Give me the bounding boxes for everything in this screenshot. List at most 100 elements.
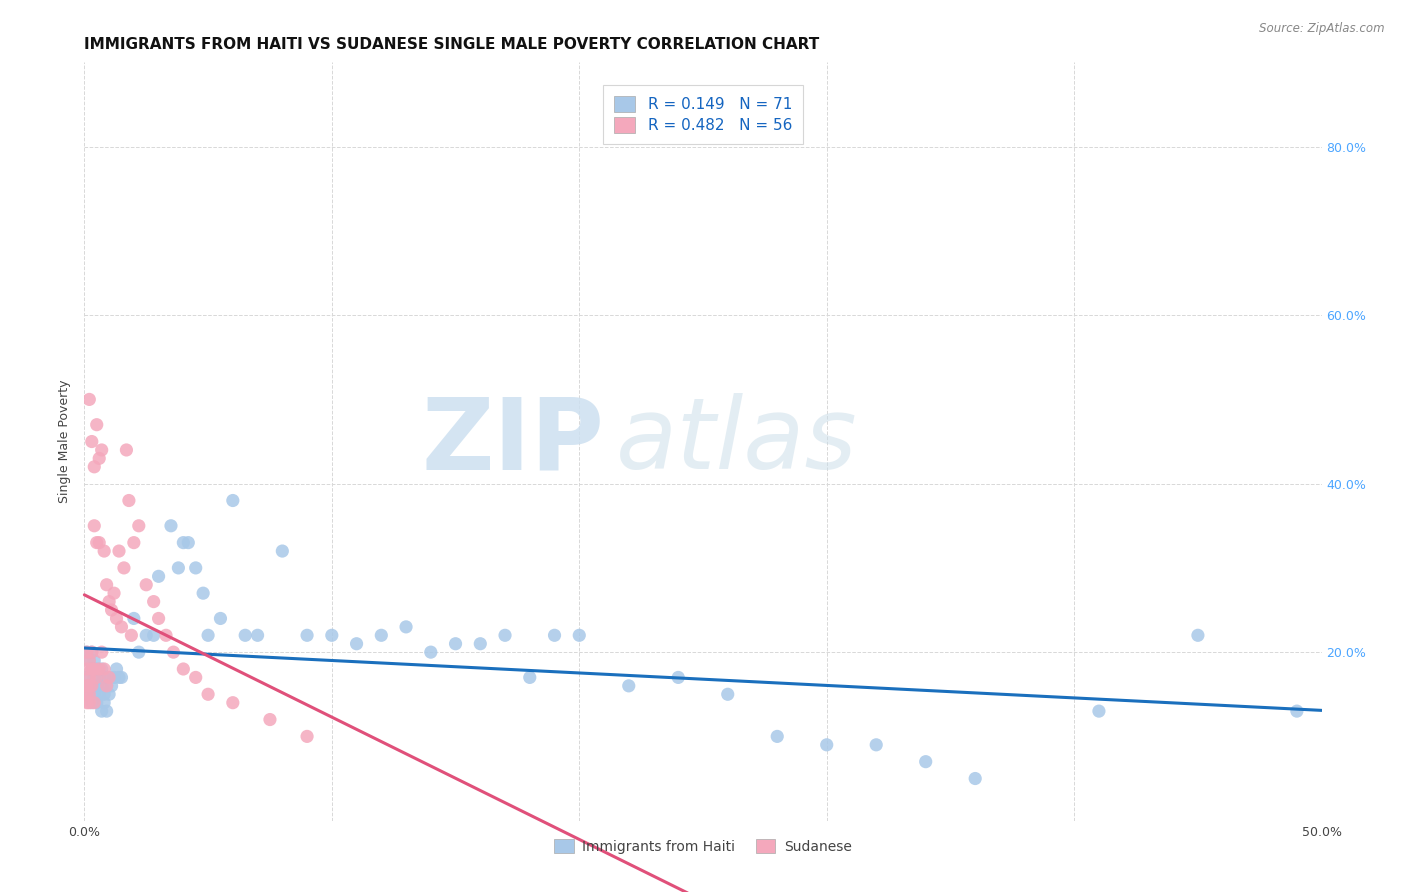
Point — [79, 687, 101, 701]
Point — [83, 687, 105, 701]
Point — [122, 611, 145, 625]
Legend: Immigrants from Haiti, Sudanese: Immigrants from Haiti, Sudanese — [548, 833, 858, 859]
Point — [80, 645, 103, 659]
Point — [815, 738, 838, 752]
Point — [135, 578, 157, 592]
Point — [172, 535, 194, 549]
Point — [271, 544, 294, 558]
Point — [568, 628, 591, 642]
Point — [79, 687, 101, 701]
Point — [370, 628, 392, 642]
Point — [80, 662, 103, 676]
Point — [167, 561, 190, 575]
Point — [93, 687, 115, 701]
Point — [89, 451, 111, 466]
Point — [914, 755, 936, 769]
Point — [79, 654, 101, 668]
Point — [79, 670, 101, 684]
Point — [172, 662, 194, 676]
Point — [470, 637, 492, 651]
Point — [80, 679, 103, 693]
Point — [96, 679, 118, 693]
Point — [86, 679, 108, 693]
Point — [93, 662, 115, 676]
Point — [86, 535, 108, 549]
Point — [128, 645, 150, 659]
Point — [865, 738, 887, 752]
Point — [1285, 704, 1308, 718]
Point — [965, 772, 987, 786]
Point — [80, 696, 103, 710]
Point — [86, 417, 108, 432]
Point — [76, 679, 98, 693]
Text: atlas: atlas — [616, 393, 858, 490]
Point — [148, 611, 170, 625]
Point — [79, 679, 101, 693]
Point — [110, 620, 132, 634]
Point — [666, 670, 689, 684]
Point — [76, 645, 98, 659]
Point — [80, 662, 103, 676]
Point — [83, 654, 105, 668]
Point — [184, 561, 207, 575]
Point — [80, 645, 103, 659]
Point — [83, 670, 105, 684]
Point — [89, 687, 111, 701]
Point — [76, 670, 98, 684]
Text: Source: ZipAtlas.com: Source: ZipAtlas.com — [1260, 22, 1385, 36]
Point — [543, 628, 565, 642]
Point — [419, 645, 441, 659]
Point — [222, 493, 245, 508]
Point — [98, 670, 121, 684]
Point — [105, 662, 128, 676]
Point — [259, 713, 281, 727]
Point — [90, 704, 112, 718]
Point — [86, 696, 108, 710]
Point — [93, 670, 115, 684]
Point — [89, 670, 111, 684]
Point — [90, 442, 112, 457]
Point — [209, 611, 232, 625]
Point — [76, 687, 98, 701]
Point — [79, 654, 101, 668]
Point — [321, 628, 343, 642]
Point — [108, 544, 131, 558]
Point — [1187, 628, 1209, 642]
Point — [90, 662, 112, 676]
Y-axis label: Single Male Poverty: Single Male Poverty — [58, 380, 72, 503]
Point — [103, 586, 125, 600]
Point — [110, 670, 132, 684]
Point — [142, 594, 165, 608]
Point — [197, 628, 219, 642]
Point — [79, 679, 101, 693]
Point — [295, 730, 318, 744]
Point — [118, 493, 141, 508]
Point — [128, 518, 150, 533]
Point — [103, 670, 125, 684]
Point — [295, 628, 318, 642]
Point — [112, 561, 135, 575]
Point — [346, 637, 368, 651]
Point — [79, 696, 101, 710]
Point — [96, 704, 118, 718]
Point — [98, 687, 121, 701]
Point — [148, 569, 170, 583]
Point — [96, 679, 118, 693]
Point — [617, 679, 640, 693]
Point — [93, 696, 115, 710]
Point — [80, 434, 103, 449]
Point — [89, 535, 111, 549]
Point — [76, 645, 98, 659]
Point — [90, 645, 112, 659]
Point — [80, 679, 103, 693]
Point — [115, 442, 138, 457]
Point — [79, 392, 101, 407]
Point — [98, 670, 121, 684]
Point — [86, 670, 108, 684]
Point — [93, 544, 115, 558]
Point — [717, 687, 740, 701]
Point — [233, 628, 256, 642]
Point — [120, 628, 142, 642]
Point — [100, 603, 122, 617]
Point — [1088, 704, 1111, 718]
